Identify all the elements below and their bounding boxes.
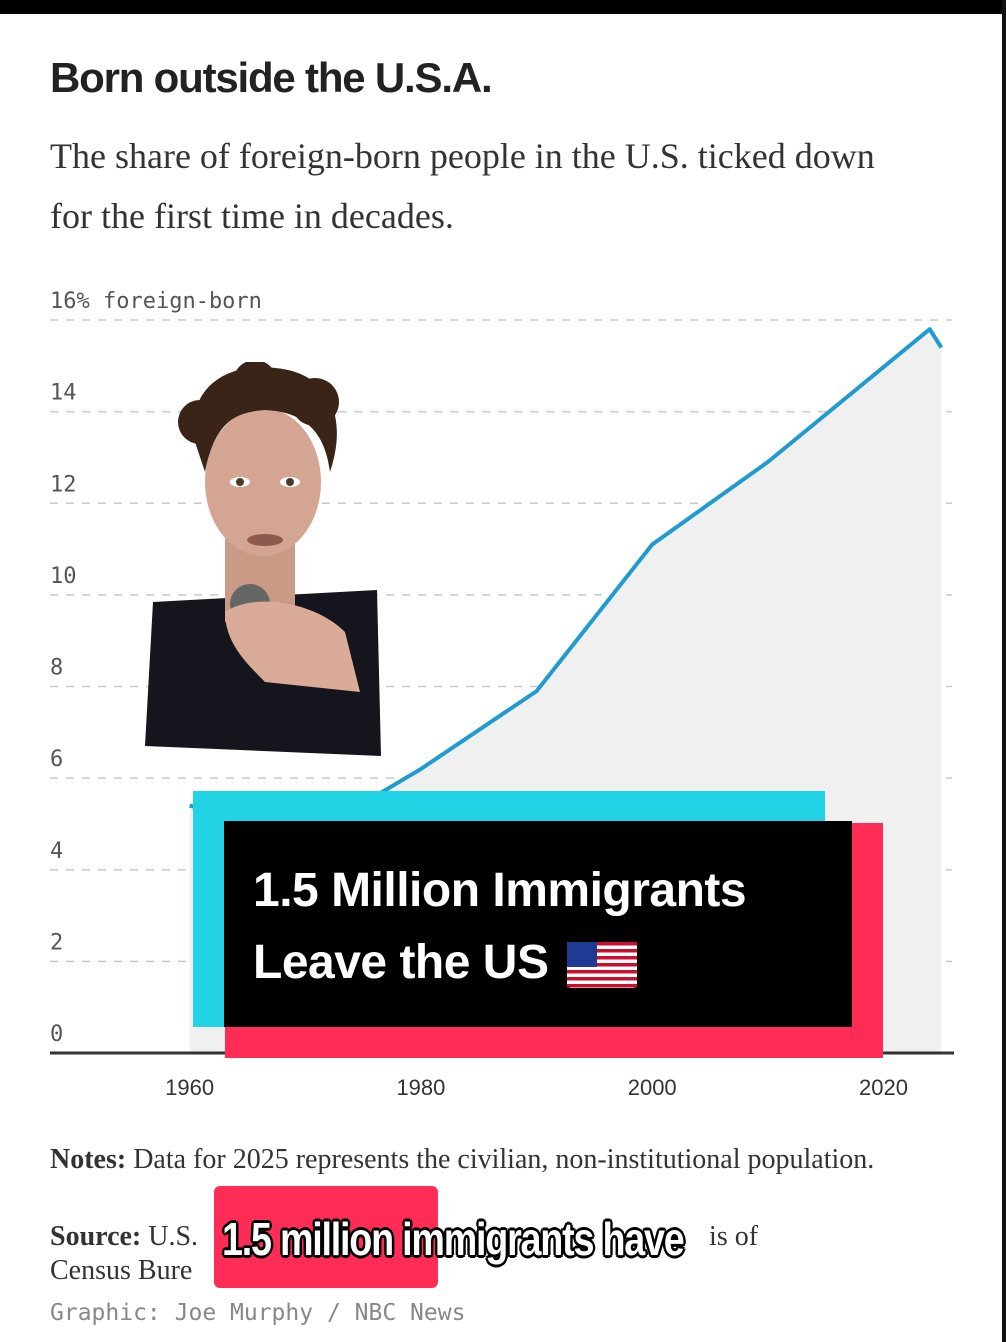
y-tick-label: 4 (50, 839, 63, 864)
chart-title: Born outside the U.S.A. (50, 54, 493, 101)
subtitle-caption: 1.5 million immigrants have (222, 1213, 685, 1265)
subtitle-highlight (214, 1186, 438, 1288)
y-tick-label: 12 (50, 472, 77, 497)
right-edge-bar (1002, 0, 1006, 1342)
source-text-a: U.S. (148, 1221, 199, 1252)
top-bar (0, 0, 1006, 14)
graphic-credit: Graphic: Joe Murphy / NBC News (50, 1300, 466, 1326)
caption-box (224, 821, 852, 1027)
notes-label: Notes: (50, 1144, 127, 1175)
y-tick-label: 0 (50, 1022, 63, 1047)
us-flag-icon (567, 942, 638, 989)
caption-text: 1.5 Million Immigrants Leave the US (253, 855, 747, 999)
chart-source: Source: U.S. is of Census Bure (50, 1220, 910, 1288)
notes-text: Data for 2025 represents the civilian, n… (133, 1144, 875, 1175)
caption-banner: 1.5 Million Immigrants Leave the US (193, 791, 883, 1058)
chart-subtitle: The share of foreign-born people in the … (50, 136, 875, 236)
chart-notes: Notes: Data for 2025 represents the civi… (50, 1143, 910, 1177)
y-axis-ticks: 16% foreign-born 14 12 10 8 6 4 2 0 (50, 289, 262, 1047)
x-tick-label: 2020 (859, 1075, 908, 1100)
source-label: Source: (50, 1221, 142, 1252)
source-text-c: Census Bure (50, 1255, 193, 1286)
caption-line-1: 1.5 Million Immigrants (253, 864, 747, 917)
x-axis-ticks: 1960 1980 2000 2020 (165, 1075, 908, 1100)
caption-line-2: Leave the US (253, 927, 746, 999)
y-tick-label: 2 (50, 930, 63, 955)
y-tick-label: 6 (50, 747, 63, 772)
y-tick-label: 8 (50, 656, 63, 681)
presenter-cutout (145, 362, 381, 756)
y-tick-label: 14 (50, 381, 77, 406)
y-tick-label: 16% foreign-born (50, 289, 262, 314)
source-text-b: is of (709, 1221, 759, 1252)
y-tick-label: 10 (50, 564, 77, 589)
x-tick-label: 2000 (628, 1075, 677, 1100)
x-tick-label: 1960 (165, 1075, 214, 1100)
x-tick-label: 1980 (396, 1075, 445, 1100)
